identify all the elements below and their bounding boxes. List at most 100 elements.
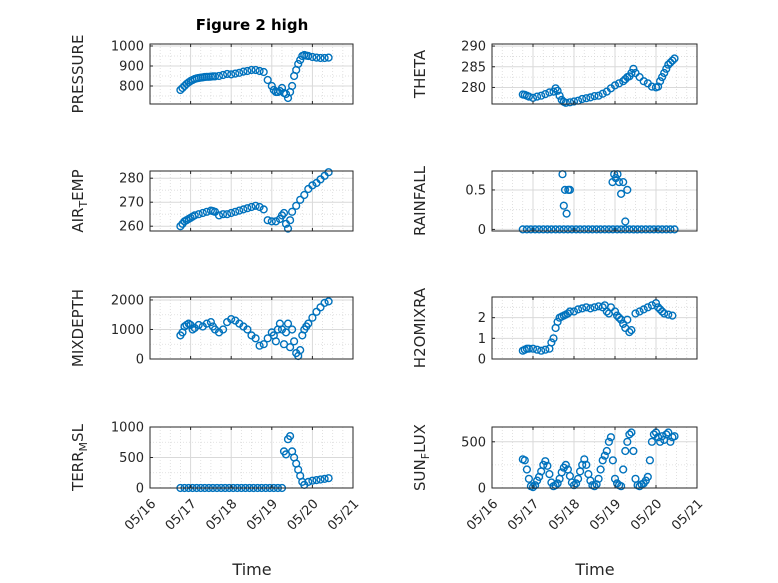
- data-point: [670, 225, 679, 234]
- data-point: [263, 75, 272, 85]
- data-point: [619, 77, 628, 86]
- data-point: [541, 345, 550, 354]
- y-axis-label: RAINFALL: [411, 165, 429, 236]
- data-point: [561, 98, 570, 107]
- data-point: [602, 446, 611, 456]
- y-axis-label-main: RAINFALL: [411, 165, 429, 236]
- y-tick-label: 1: [478, 332, 486, 347]
- data-point: [616, 482, 626, 491]
- data-point: [277, 83, 287, 93]
- data-point: [537, 346, 546, 355]
- y-tick-label: 1000: [111, 40, 144, 55]
- data-point: [547, 225, 556, 234]
- data-point: [239, 205, 248, 214]
- data-point: [214, 71, 224, 81]
- data-point: [545, 470, 554, 479]
- data-point: [537, 91, 546, 100]
- data-point: [662, 64, 671, 73]
- data-point: [645, 456, 655, 465]
- data-point: [524, 474, 534, 483]
- data-point: [555, 91, 564, 100]
- data-point: [286, 216, 295, 225]
- data-point: [580, 225, 589, 234]
- data-point: [598, 89, 607, 98]
- axes-box: [149, 43, 354, 105]
- data-point: [578, 304, 587, 313]
- data-point: [271, 217, 281, 226]
- data-point: [235, 68, 244, 77]
- data-point: [312, 307, 321, 316]
- y-axis-label: PRESSURE: [69, 35, 87, 114]
- data-point: [594, 474, 603, 483]
- data-point: [277, 211, 287, 220]
- data-point: [271, 337, 281, 346]
- y-tick-label: 900: [119, 60, 144, 75]
- y-tick-label: 285: [461, 60, 486, 75]
- data-point: [608, 456, 618, 465]
- data-point: [621, 217, 630, 226]
- data-point: [286, 343, 295, 352]
- data-point: [235, 206, 244, 215]
- data-point: [606, 433, 616, 442]
- data-point: [259, 340, 268, 349]
- data-point: [296, 195, 305, 204]
- x-tick-label: 05/20: [285, 497, 322, 534]
- data-point: [267, 81, 276, 91]
- y-tick-label: 280: [119, 172, 144, 187]
- data-point: [565, 98, 575, 107]
- data-point: [584, 225, 593, 234]
- data-point: [528, 483, 538, 492]
- subplot-4: 0 0.5 RAINFALL: [411, 165, 698, 238]
- axes-box: [491, 296, 698, 360]
- data-point: [308, 181, 317, 190]
- y-tick-label: 1000: [111, 323, 144, 338]
- data-point: [547, 338, 556, 347]
- data-point: [600, 451, 609, 460]
- y-axis-label-main: MIXDEPTH: [69, 289, 87, 367]
- data-point: [522, 225, 532, 234]
- data-point: [290, 337, 299, 346]
- data-point: [619, 178, 628, 187]
- subplot-7: 05/16 05/17 05/18 05/19 05/20 05/21 0 500 1000 TE…: [69, 421, 362, 534]
- data-point: [316, 475, 325, 484]
- data-point: [592, 225, 601, 234]
- y-tick-label: 0: [478, 223, 486, 238]
- data-point: [637, 225, 646, 234]
- data-point: [324, 297, 333, 306]
- data-point: [582, 460, 591, 470]
- data-point: [660, 309, 669, 318]
- data-point: [553, 479, 562, 488]
- data-point: [520, 456, 529, 465]
- data-point: [555, 225, 564, 234]
- data-point: [664, 428, 673, 437]
- subplot-3: 260 270 280 AIRTEMP: [69, 168, 354, 235]
- data-point: [614, 313, 624, 322]
- data-point: [657, 225, 667, 234]
- data-point: [590, 303, 599, 312]
- data-point: [300, 190, 309, 200]
- data-point: [631, 68, 640, 78]
- data-point: [316, 303, 325, 312]
- data-point: [251, 201, 260, 210]
- data-point: [655, 77, 665, 86]
- data-point: [551, 225, 560, 234]
- y-axis-label-main: THETA: [411, 49, 429, 99]
- data-point: [188, 325, 197, 334]
- data-point: [194, 210, 203, 219]
- data-point: [612, 225, 622, 234]
- data-point: [561, 460, 570, 470]
- data-point: [532, 92, 542, 101]
- data-point: [176, 222, 185, 231]
- data-point: [247, 202, 256, 212]
- data-point: [604, 225, 614, 234]
- subplot-8: 05/16 05/17 05/18 05/19 05/20 05/21 0 500 SUNFLU…: [411, 424, 706, 534]
- data-point: [616, 225, 626, 234]
- data-point: [562, 209, 571, 218]
- data-point: [645, 225, 655, 234]
- subplot-2: 280 285 290 THETA: [411, 40, 698, 107]
- y-tick-label: 0.5: [465, 183, 486, 198]
- data-point: [320, 474, 329, 484]
- y-tick-label: 800: [119, 80, 144, 95]
- data-point: [590, 482, 599, 491]
